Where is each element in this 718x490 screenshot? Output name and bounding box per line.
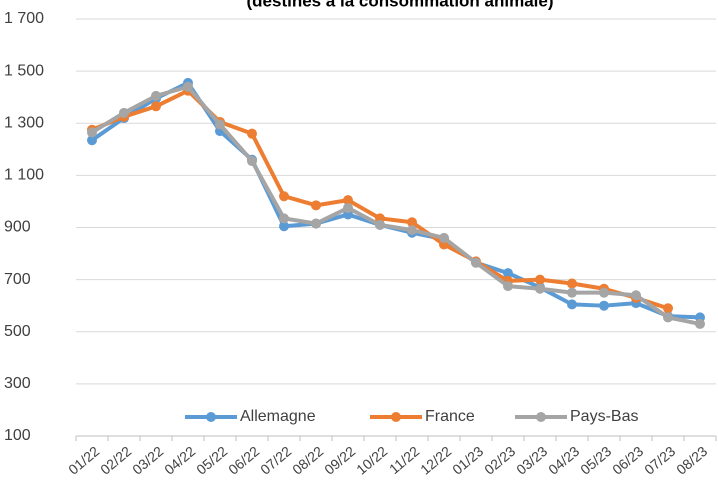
data-point bbox=[311, 218, 321, 229]
data-point bbox=[247, 128, 257, 139]
x-tick-label: 06/22 bbox=[225, 443, 262, 478]
data-point bbox=[279, 191, 289, 202]
data-point bbox=[535, 283, 545, 294]
data-point bbox=[87, 127, 97, 138]
x-tick-label: 06/23 bbox=[609, 443, 646, 478]
y-tick-label: 500 bbox=[4, 323, 31, 340]
x-tick-label: 05/22 bbox=[193, 443, 230, 478]
x-tick-label: 04/22 bbox=[161, 443, 198, 478]
data-point bbox=[87, 135, 97, 146]
legend-marker bbox=[391, 412, 401, 422]
data-point bbox=[695, 318, 705, 329]
legend-marker bbox=[536, 412, 546, 422]
x-tick-label: 08/23 bbox=[673, 443, 710, 478]
data-point bbox=[663, 312, 673, 323]
x-tick-label: 02/22 bbox=[97, 443, 134, 478]
data-point bbox=[535, 274, 545, 285]
data-point bbox=[151, 101, 161, 112]
data-point bbox=[119, 107, 129, 118]
data-point bbox=[215, 119, 225, 130]
data-point bbox=[183, 81, 193, 92]
x-tick-label: 02/23 bbox=[481, 443, 518, 478]
y-tick-label: 300 bbox=[4, 375, 31, 392]
y-tick-label: 1 100 bbox=[4, 167, 44, 184]
data-point bbox=[599, 300, 609, 311]
data-point bbox=[151, 90, 161, 101]
data-point bbox=[439, 232, 449, 243]
legend-label: France bbox=[425, 408, 475, 425]
data-point bbox=[567, 278, 577, 289]
x-tick-label: 12/22 bbox=[417, 443, 454, 478]
data-point bbox=[407, 225, 417, 236]
data-point bbox=[375, 219, 385, 230]
x-tick-label: 01/22 bbox=[65, 443, 102, 478]
data-point bbox=[247, 156, 257, 167]
data-point bbox=[407, 217, 417, 228]
x-tick-label: 07/22 bbox=[257, 443, 294, 478]
y-tick-label: 100 bbox=[4, 427, 31, 444]
data-point bbox=[471, 257, 481, 268]
data-point bbox=[279, 213, 289, 224]
x-tick-label: 05/23 bbox=[577, 443, 614, 478]
data-point bbox=[663, 303, 673, 314]
legend-label: Pays-Bas bbox=[570, 408, 638, 425]
series-line bbox=[90, 80, 701, 320]
data-point bbox=[343, 202, 353, 213]
y-tick-label: 700 bbox=[4, 271, 31, 288]
x-tick-label: 04/23 bbox=[545, 443, 582, 478]
y-tick-label: 1 300 bbox=[4, 114, 44, 131]
legend-marker bbox=[206, 412, 216, 422]
x-tick-label: 10/22 bbox=[353, 443, 390, 478]
data-point bbox=[567, 287, 577, 298]
x-tick-label: 08/22 bbox=[289, 443, 326, 478]
x-tick-label: 07/23 bbox=[641, 443, 678, 478]
data-point bbox=[503, 268, 513, 279]
x-tick-label: 11/22 bbox=[386, 443, 422, 477]
x-tick-label: 09/22 bbox=[321, 443, 358, 478]
y-tick-label: 900 bbox=[4, 219, 31, 236]
x-tick-label: 03/22 bbox=[129, 443, 166, 478]
data-point bbox=[343, 195, 353, 206]
y-tick-label: 1 500 bbox=[4, 62, 44, 79]
data-point bbox=[599, 287, 609, 298]
data-point bbox=[311, 200, 321, 211]
data-point bbox=[503, 281, 513, 292]
x-tick-label: 01/23 bbox=[449, 443, 486, 478]
data-point bbox=[631, 290, 641, 301]
series-line bbox=[90, 84, 701, 326]
chart-title: (destinés à la consommation animale) bbox=[246, 0, 553, 10]
legend-label: Allemagne bbox=[240, 408, 316, 425]
x-tick-label: 03/23 bbox=[513, 443, 550, 478]
y-tick-label: 1 700 bbox=[4, 10, 44, 27]
data-point bbox=[279, 221, 289, 232]
data-point bbox=[567, 299, 577, 310]
